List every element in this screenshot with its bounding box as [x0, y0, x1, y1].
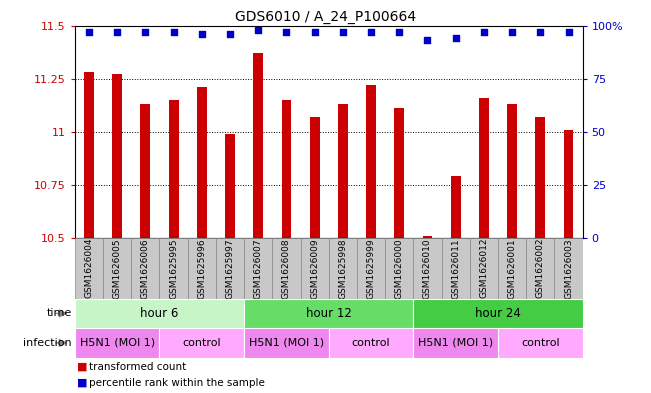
Text: GDS6010 / A_24_P100664: GDS6010 / A_24_P100664: [235, 10, 416, 24]
Bar: [132, 238, 159, 299]
Bar: [507, 104, 517, 238]
Bar: [75, 238, 103, 299]
Bar: [564, 130, 574, 238]
Point: [366, 29, 376, 35]
Bar: [385, 238, 413, 299]
Point: [422, 37, 433, 44]
Bar: [301, 238, 329, 299]
Bar: [498, 238, 526, 299]
Text: GSM1626000: GSM1626000: [395, 238, 404, 299]
Point: [563, 29, 574, 35]
Bar: [141, 104, 150, 238]
Point: [450, 35, 461, 41]
Point: [338, 29, 348, 35]
Bar: [244, 299, 413, 328]
Point: [535, 29, 546, 35]
Bar: [159, 328, 244, 358]
Text: hour 6: hour 6: [141, 307, 178, 320]
Text: GSM1626012: GSM1626012: [479, 238, 488, 298]
Point: [84, 29, 94, 35]
Bar: [413, 238, 441, 299]
Bar: [159, 238, 187, 299]
Text: percentile rank within the sample: percentile rank within the sample: [89, 378, 265, 387]
Bar: [310, 117, 320, 238]
Bar: [244, 238, 272, 299]
Text: GSM1626002: GSM1626002: [536, 238, 545, 298]
Text: infection: infection: [23, 338, 72, 348]
Text: hour 12: hour 12: [306, 307, 352, 320]
Bar: [244, 328, 329, 358]
Text: control: control: [182, 338, 221, 348]
Point: [253, 27, 264, 33]
Bar: [470, 238, 498, 299]
Bar: [329, 238, 357, 299]
Bar: [555, 238, 583, 299]
Text: GSM1626004: GSM1626004: [85, 238, 94, 298]
Text: GSM1625995: GSM1625995: [169, 238, 178, 299]
Bar: [197, 87, 207, 238]
Bar: [281, 100, 292, 238]
Text: GSM1626007: GSM1626007: [254, 238, 263, 299]
Bar: [535, 117, 546, 238]
Bar: [216, 238, 244, 299]
Text: GSM1626009: GSM1626009: [310, 238, 319, 299]
Point: [197, 31, 207, 37]
Text: H5N1 (MOI 1): H5N1 (MOI 1): [249, 338, 324, 348]
Bar: [75, 328, 159, 358]
Bar: [366, 85, 376, 238]
Bar: [84, 72, 94, 238]
Bar: [357, 238, 385, 299]
Text: GSM1626005: GSM1626005: [113, 238, 122, 299]
Point: [478, 29, 489, 35]
Bar: [253, 53, 263, 238]
Bar: [112, 74, 122, 238]
Text: ■: ■: [77, 378, 87, 387]
Text: time: time: [46, 309, 72, 318]
Point: [169, 29, 179, 35]
Bar: [103, 238, 132, 299]
Point: [507, 29, 518, 35]
Text: hour 24: hour 24: [475, 307, 521, 320]
Text: H5N1 (MOI 1): H5N1 (MOI 1): [418, 338, 493, 348]
Point: [140, 29, 150, 35]
Text: H5N1 (MOI 1): H5N1 (MOI 1): [79, 338, 155, 348]
Text: GSM1626010: GSM1626010: [423, 238, 432, 299]
Text: GSM1625999: GSM1625999: [367, 238, 376, 299]
Point: [281, 29, 292, 35]
Bar: [272, 238, 301, 299]
Bar: [169, 100, 178, 238]
Bar: [498, 328, 583, 358]
Text: GSM1626001: GSM1626001: [508, 238, 517, 299]
Bar: [225, 134, 235, 238]
Bar: [441, 238, 470, 299]
Text: control: control: [352, 338, 391, 348]
Bar: [413, 299, 583, 328]
Bar: [422, 236, 432, 238]
Bar: [395, 108, 404, 238]
Text: GSM1625998: GSM1625998: [339, 238, 348, 299]
Text: control: control: [521, 338, 560, 348]
Bar: [450, 176, 461, 238]
Bar: [413, 328, 498, 358]
Text: transformed count: transformed count: [89, 362, 186, 372]
Point: [112, 29, 122, 35]
Text: GSM1626008: GSM1626008: [282, 238, 291, 299]
Bar: [526, 238, 555, 299]
Point: [225, 31, 235, 37]
Bar: [479, 98, 489, 238]
Bar: [338, 104, 348, 238]
Text: GSM1626003: GSM1626003: [564, 238, 573, 299]
Text: GSM1625996: GSM1625996: [197, 238, 206, 299]
Point: [309, 29, 320, 35]
Text: ■: ■: [77, 362, 87, 372]
Bar: [329, 328, 413, 358]
Text: GSM1626011: GSM1626011: [451, 238, 460, 299]
Bar: [187, 238, 216, 299]
Text: GSM1626006: GSM1626006: [141, 238, 150, 299]
Text: GSM1625997: GSM1625997: [225, 238, 234, 299]
Bar: [75, 299, 244, 328]
Point: [394, 29, 404, 35]
